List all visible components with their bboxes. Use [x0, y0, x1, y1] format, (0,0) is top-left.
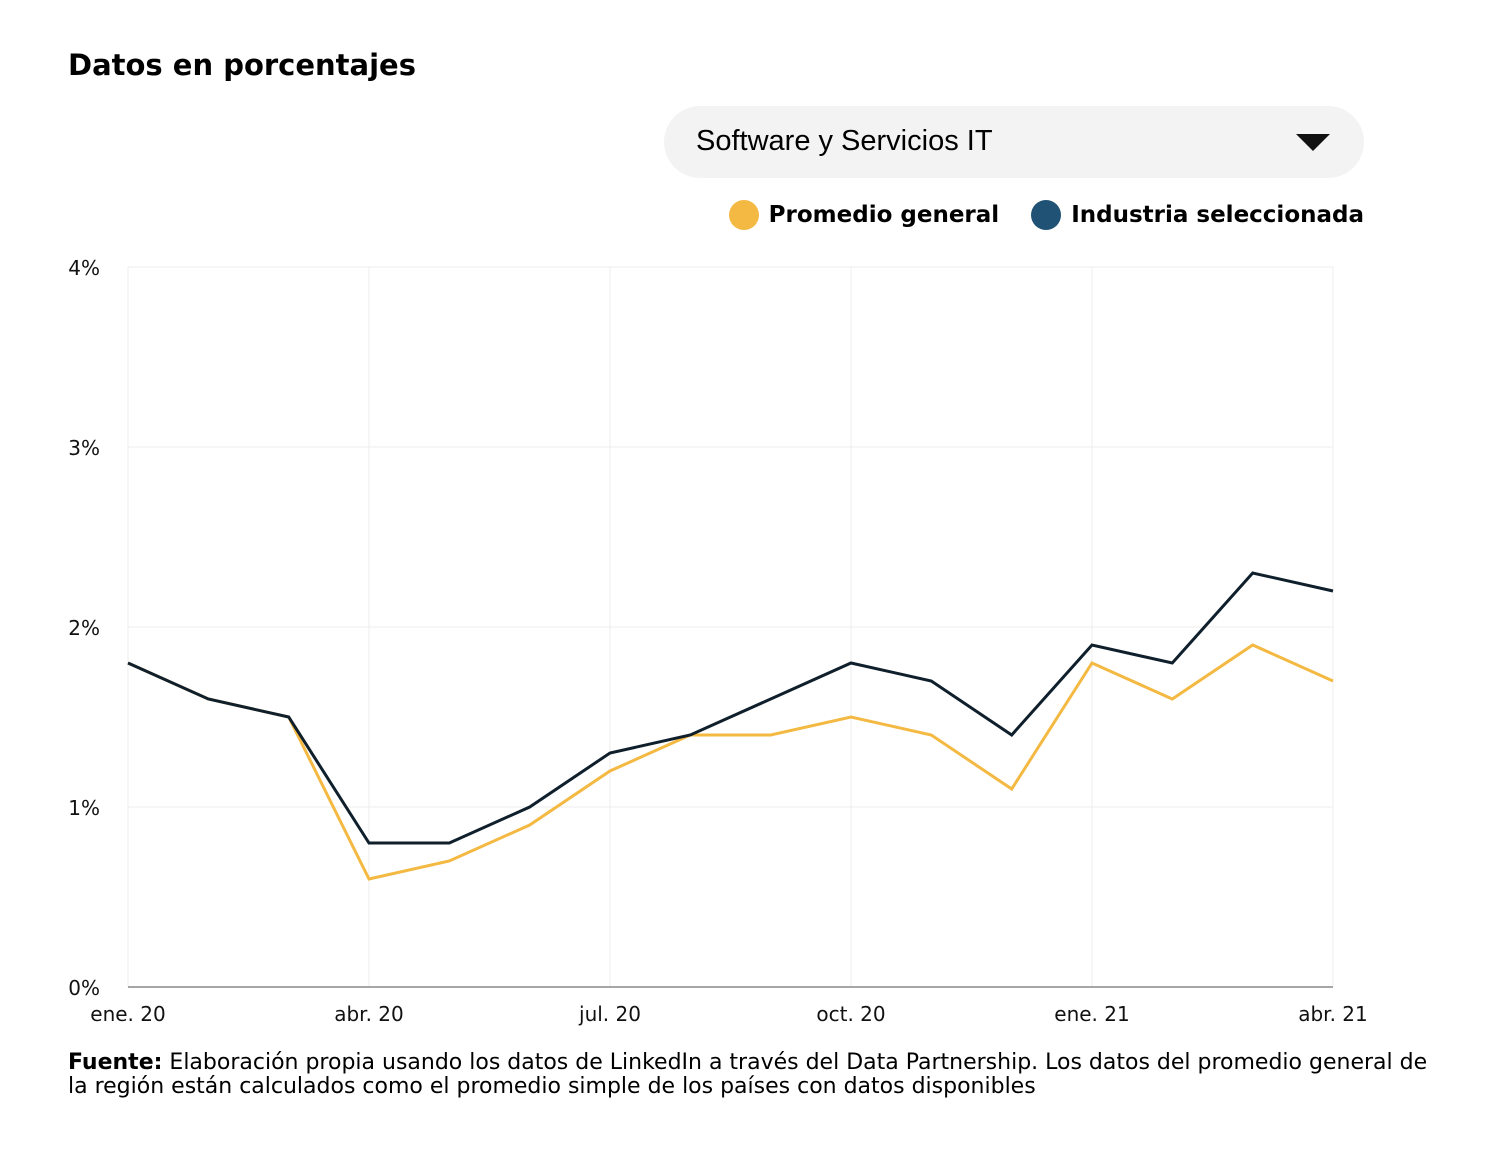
- series-line-industria-seleccionada: [127, 571, 1334, 845]
- x-tick-label: ene. 20: [90, 1002, 165, 1026]
- legend: Promedio general Industria seleccionada: [697, 200, 1364, 230]
- x-tick-label: abr. 20: [334, 1002, 404, 1026]
- x-tick-label: abr. 21: [1298, 1002, 1368, 1026]
- y-tick-label: 3%: [68, 436, 100, 460]
- chevron-down-icon: [1296, 134, 1330, 151]
- x-tick-label: jul. 20: [578, 1002, 641, 1026]
- source-label: Fuente:: [68, 1050, 163, 1075]
- source-text: Elaboración propia usando los datos de L…: [68, 1050, 1428, 1099]
- y-tick-label: 4%: [68, 256, 100, 280]
- legend-item-promedio[interactable]: Promedio general: [728, 200, 1000, 230]
- industry-select[interactable]: Software y Servicios IT: [664, 106, 1364, 178]
- industry-select-value: Software y Servicios IT: [696, 125, 993, 157]
- y-tick-label: 2%: [68, 616, 100, 640]
- source-note: Fuente: Elaboración propia usando los da…: [68, 1051, 1448, 1099]
- chart-title: Datos en porcentajes: [68, 48, 416, 82]
- legend-dot-icon: [1031, 200, 1062, 230]
- series-line-promedio-general: [127, 643, 1334, 881]
- y-tick-label: 1%: [68, 796, 100, 820]
- legend-dot-icon: [728, 200, 759, 230]
- legend-label: Industria seleccionada: [1071, 202, 1364, 228]
- line-chart: 0% 1% 2% 3% 4% ene. 20 abr. 20 jul. 20 oct. 20 en…: [68, 256, 1368, 1026]
- y-tick-label: 0%: [68, 976, 100, 1000]
- legend-label: Promedio general: [768, 202, 1000, 228]
- x-tick-label: ene. 21: [1054, 1002, 1129, 1026]
- legend-item-industria[interactable]: Industria seleccionada: [1031, 200, 1364, 230]
- x-tick-label: oct. 20: [816, 1002, 885, 1026]
